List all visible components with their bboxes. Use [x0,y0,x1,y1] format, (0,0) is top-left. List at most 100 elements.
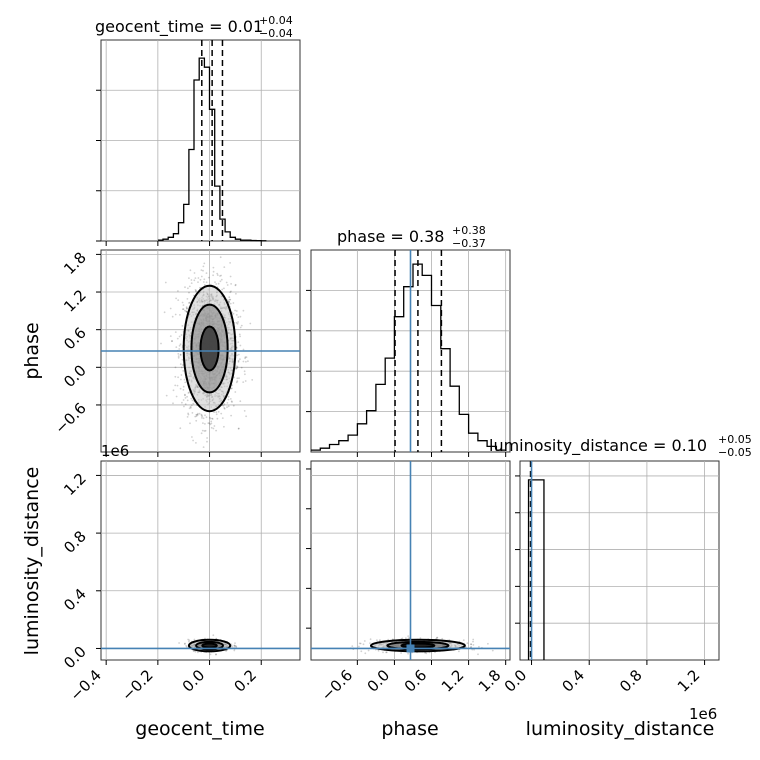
scatter-point [236,365,238,368]
scatter-point [177,356,180,359]
scatter-point [369,642,371,645]
geocent-axis-xtick-label: 0.0 [179,666,209,696]
scatter-point [179,354,182,356]
title-luminosity-distance: luminosity_distance = 0.10 [489,436,707,456]
geocent-time-histogram [157,57,267,242]
xlabel-phase: phase [381,718,438,740]
scatter-point [358,642,361,645]
scatter-point [191,412,194,414]
scatter-point [235,321,238,324]
geocent-axis-xtick-label: 0.2 [230,666,260,696]
phase-vs-geocent-contour-inner [199,325,220,372]
scatter-point [191,436,193,438]
scatter-point [181,301,184,304]
scatter-point [376,639,378,641]
scatter-point [181,325,184,327]
scatter-point [195,289,197,292]
scatter-point [212,274,215,277]
scatter-point [358,645,360,648]
title-phase-minus: −0.37 [452,237,486,250]
scatter-point [230,400,233,403]
scatter-point [169,335,172,337]
scatter-point [195,290,197,293]
scatter-point [175,395,178,398]
contour-layer [182,284,466,653]
scatter-point [183,378,186,381]
scatter-point [202,417,205,420]
scatter-point [237,427,240,430]
scatter-point [239,315,242,318]
scatter-point [202,446,205,448]
scatter-point [180,334,183,336]
scatter-point [458,650,460,653]
scatter-point [188,285,191,288]
scatter-point [188,391,191,394]
scatter-point [238,377,240,379]
scatter-point [217,282,220,285]
scatter-point [196,413,199,416]
scatter-point [236,322,239,325]
scatter-point [360,650,363,653]
scatter-point [202,422,204,424]
ylabel-luminosity-distance: luminosity_distance [21,467,43,656]
scatter-point [192,439,195,442]
scatter-point [197,277,200,279]
distance-axis-ytick-label: 0.4 [60,585,90,615]
distance-axis-ytick-label: 1.2 [60,470,90,500]
scatter-point [188,277,190,279]
scatter-point [188,407,191,410]
phase-axis-bottom-xtick-label: −0.6 [318,666,356,704]
scatter-point [385,651,387,654]
scatter-point [217,410,220,413]
scatter-point [229,291,232,294]
scatter-point [240,324,243,327]
scatter-point [178,335,181,338]
scatter-point [183,405,185,408]
scatter-point [206,440,208,443]
scatter-point [193,279,196,282]
scatter-point [237,427,240,430]
scatter-point [193,650,195,653]
scatter-point [215,653,217,656]
scatter-point [244,356,247,359]
scatter-point [180,378,182,381]
scatter-point [242,381,245,383]
scatter-point [223,403,226,406]
phase-axis-ytick-label: 1.8 [60,248,90,278]
scatter-point [244,373,246,376]
scatter-point [242,360,245,363]
scatter-point [245,356,248,358]
scatter-point [201,417,203,419]
scatter-point [235,367,237,370]
scatter-point [189,269,192,272]
title-geocent-time: geocent_time = 0.01 [95,17,263,37]
scatter-point [216,417,219,420]
scatter-point [180,374,183,376]
scatter-point [181,401,183,404]
scatter-point [197,281,199,283]
scatter-point [184,381,187,384]
scatter-point [179,353,182,356]
scatter-point [362,643,365,646]
scatter-point [233,649,236,652]
scatter-point [184,393,186,396]
scatter-point [187,392,190,394]
scatter-point [230,414,233,417]
scatter-point [203,284,206,286]
scatter-point [188,302,190,304]
scatter-point [228,296,231,299]
phase-axis-bottom-xtick-label: 0.0 [364,666,394,696]
scatter-point [470,646,473,648]
scatter-point [178,344,181,347]
scatter-point [174,375,177,378]
scatter-point [194,415,197,418]
scatter-point [477,653,479,656]
scatter-point [204,429,207,432]
scatter-point [237,316,240,318]
scatter-point [226,284,229,286]
scatter-point [223,287,225,290]
scatter-point [235,314,238,316]
scatter-point [188,291,190,294]
scatter-point [234,642,236,644]
scatter-point [232,302,235,304]
